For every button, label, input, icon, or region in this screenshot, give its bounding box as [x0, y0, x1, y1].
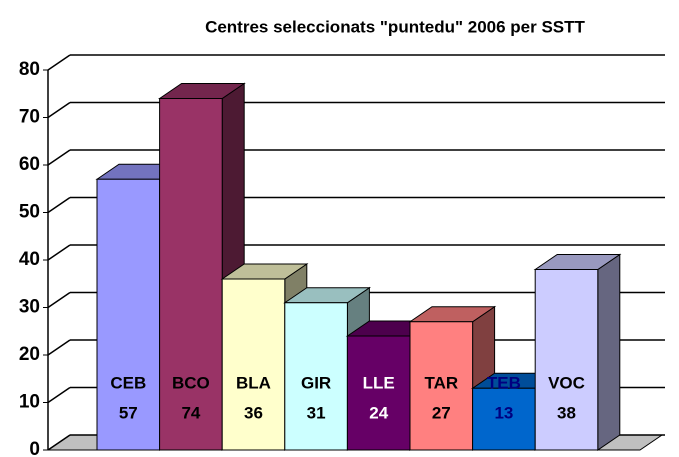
bar-category-label: VOC [548, 373, 585, 392]
bar-category-label: LLE [363, 373, 395, 392]
grid-line-diagonal [47, 434, 71, 451]
bar-value-label: 27 [432, 403, 451, 422]
bar-value-label: 13 [494, 403, 513, 422]
bar [159, 98, 223, 451]
bar-value-label: 38 [557, 403, 576, 422]
bar-category-label: TEB [487, 373, 521, 392]
bar-category-label: TAR [424, 373, 458, 392]
y-tick-label: 70 [19, 107, 40, 128]
bar-value-label: 24 [369, 403, 388, 422]
grid-line-diagonal [47, 244, 71, 261]
chart-title: Centres seleccionats "puntedu" 2006 per … [205, 17, 585, 36]
bar [221, 278, 286, 451]
grid-line-diagonal [47, 149, 71, 166]
y-tick-label: 50 [19, 202, 40, 223]
bar-value-label: 74 [181, 403, 200, 422]
bar-category-label: GIR [301, 373, 331, 392]
bar [409, 321, 474, 451]
bar-category-label: CEB [110, 373, 146, 392]
bar-category-label: BLA [236, 373, 271, 392]
bar-value-label: 31 [307, 403, 326, 422]
grid-line-diagonal [47, 291, 71, 309]
y-tick-label: 60 [19, 154, 40, 175]
y-tick-label: 40 [19, 249, 40, 270]
grid-line-diagonal [47, 386, 71, 404]
bar [534, 269, 599, 451]
bar-category-label: BCO [172, 373, 210, 392]
bar [472, 387, 536, 451]
y-tick-label: 80 [19, 59, 40, 80]
bar-value-label: 36 [244, 403, 263, 422]
y-tick-label: 30 [19, 297, 40, 318]
grid-line-diagonal [47, 339, 71, 356]
bar [346, 335, 411, 451]
y-tick-label: 0 [29, 439, 40, 457]
grid-line-diagonal [47, 101, 71, 119]
y-tick-label: 10 [19, 392, 40, 413]
y-tick-label: 20 [19, 344, 40, 365]
grid-line-diagonal [47, 54, 71, 71]
bar-side [597, 253, 621, 451]
bar-value-label: 57 [119, 403, 138, 422]
bar [284, 302, 348, 451]
bar [96, 178, 161, 451]
grid-line-diagonal [47, 196, 71, 214]
